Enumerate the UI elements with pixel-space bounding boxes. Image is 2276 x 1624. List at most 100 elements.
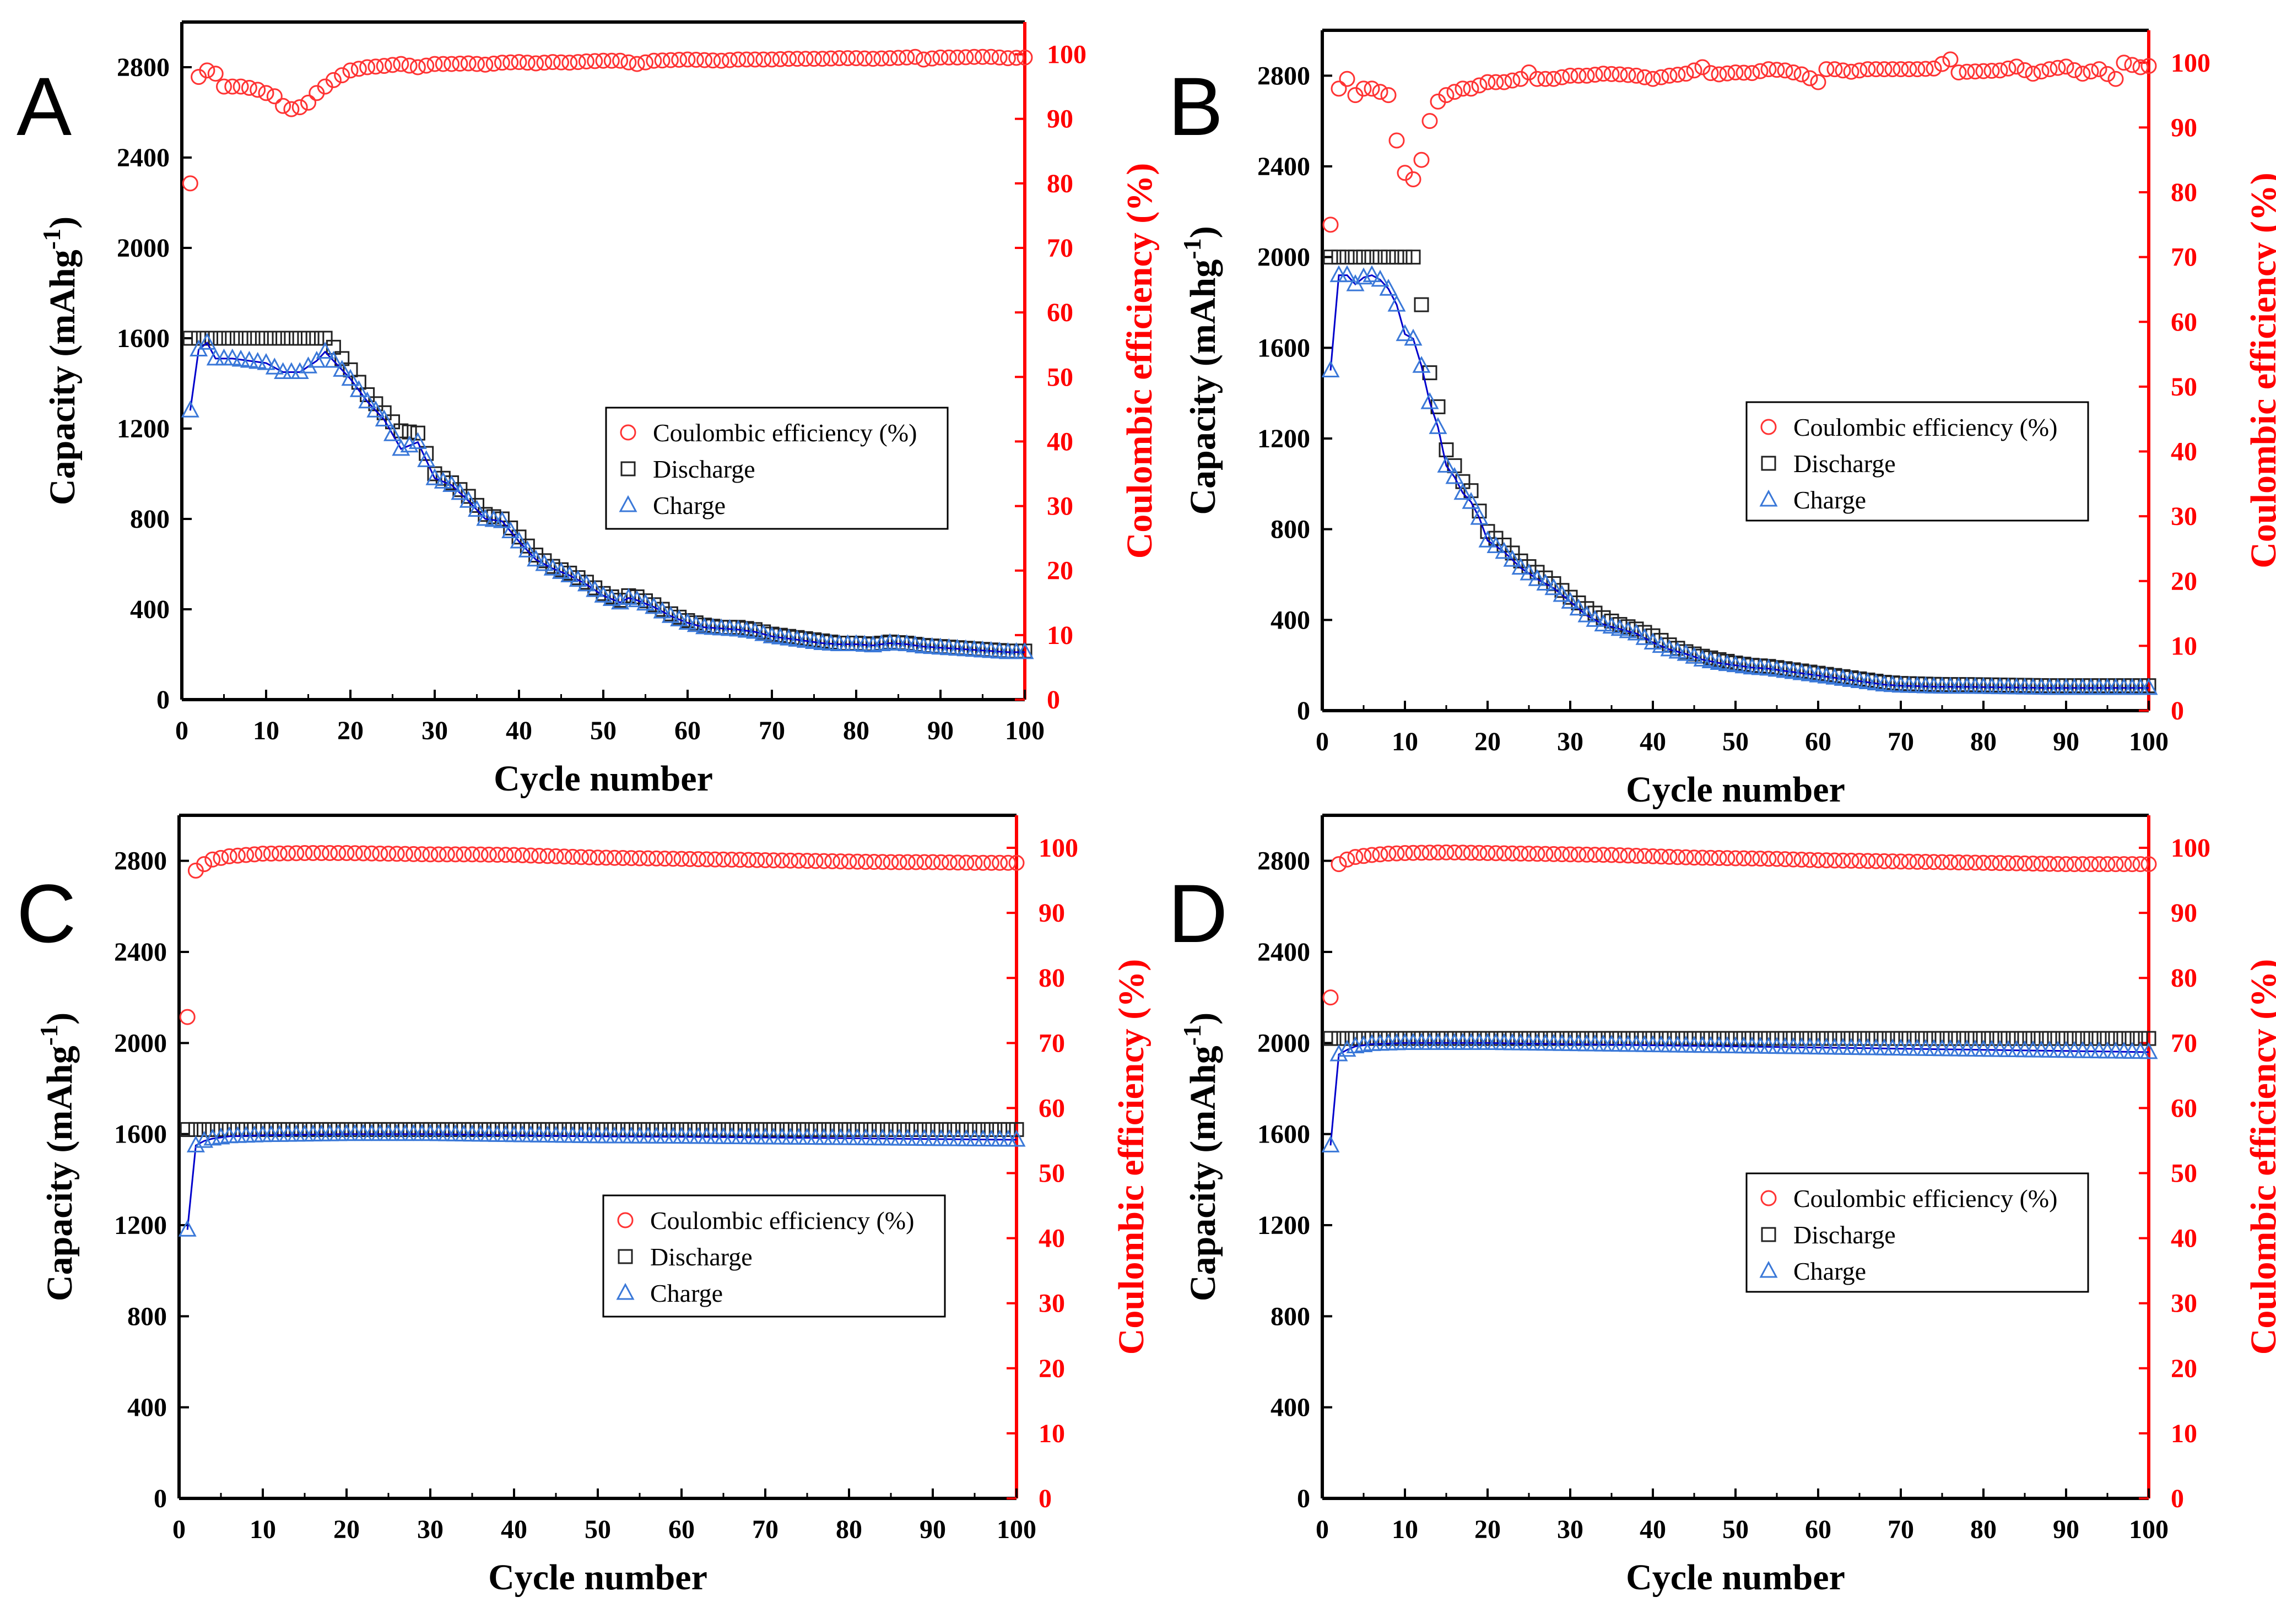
ce-point <box>690 851 706 868</box>
discharge-point <box>205 1122 220 1137</box>
x-tick-label: 70 <box>752 1515 779 1544</box>
ce-point <box>1512 845 1529 862</box>
discharge-point <box>699 1122 715 1137</box>
ce-point <box>1653 848 1669 865</box>
y-tick-label: 2400 <box>117 143 170 172</box>
ce-point <box>1570 67 1587 84</box>
ce-point <box>2091 61 2107 78</box>
charge-point <box>1867 673 1885 691</box>
discharge-point <box>1331 1031 1347 1046</box>
ce-point <box>806 51 822 67</box>
ce-point <box>1736 64 1752 81</box>
charge-point <box>720 619 739 636</box>
ce-point <box>2016 855 2033 871</box>
ce-point <box>999 50 1016 67</box>
ce-point <box>1826 852 1843 869</box>
ce-point <box>2124 57 2140 73</box>
ce-point <box>797 51 814 67</box>
charge-point <box>1569 598 1588 616</box>
charge-point <box>1429 417 1447 434</box>
ce-point <box>393 56 409 72</box>
ce-point <box>548 848 564 864</box>
x-tick-label: 100 <box>1005 716 1045 745</box>
ce-point <box>266 88 283 105</box>
y2-tick-label: 0 <box>2171 696 2184 726</box>
charge-point <box>1759 489 1778 507</box>
x-tick-label: 50 <box>1722 1515 1749 1544</box>
ce-point <box>1322 216 1339 233</box>
ce-point <box>1917 854 1934 870</box>
ce-point <box>849 853 866 870</box>
ce-point <box>519 55 536 71</box>
discharge-point <box>900 1122 915 1137</box>
discharge-point <box>301 331 316 346</box>
ce-point <box>1851 853 1868 869</box>
ce-point <box>1545 71 1562 87</box>
charge-point <box>1462 492 1480 509</box>
x-tick-label: 10 <box>250 1515 276 1544</box>
charge-point <box>965 640 983 657</box>
discharge-point <box>909 1122 924 1137</box>
y-tick-label: 0 <box>1297 1484 1310 1513</box>
ce-point <box>940 49 957 66</box>
charge-point <box>1635 628 1654 645</box>
y2-tick-label: 50 <box>1047 362 1073 392</box>
ce-point <box>671 52 688 68</box>
ce-point <box>765 852 782 869</box>
y2-axis-title: Coulombic efficiency (%) <box>1111 959 1151 1355</box>
ce-point <box>1537 846 1554 862</box>
legend-label: Discharge <box>653 455 755 483</box>
discharge-point <box>618 1249 633 1264</box>
ce-point <box>444 56 460 72</box>
discharge-point <box>1852 1031 1867 1046</box>
charge-point <box>434 472 452 489</box>
ce-point <box>791 852 807 869</box>
x-tick-label: 50 <box>590 716 617 745</box>
x-tick-label: 80 <box>836 1515 862 1544</box>
y-axis-title-superscript: -1 <box>37 229 66 250</box>
ce-point <box>1901 853 1917 870</box>
charge-point <box>678 613 697 630</box>
ce-point <box>807 853 824 869</box>
ce-point <box>2050 856 2066 872</box>
charge-point <box>661 606 680 623</box>
ce-point <box>238 847 255 863</box>
discharge-point <box>967 1122 982 1137</box>
ce-point <box>1463 845 1479 861</box>
charge-point <box>670 609 689 626</box>
y2-tick-label: 0 <box>1047 685 1060 714</box>
ce-point <box>1835 852 1851 869</box>
discharge-point <box>1728 1031 1743 1046</box>
ce-point <box>1835 62 1851 79</box>
ce-point <box>430 846 447 863</box>
charge-point <box>628 590 646 608</box>
charge-point <box>1486 536 1505 554</box>
ce-point <box>1488 845 1504 862</box>
discharge-point <box>427 466 442 481</box>
ce-point <box>662 52 679 68</box>
y-tick-label: 400 <box>127 1393 167 1422</box>
x-tick-label: 100 <box>2129 1515 2169 1544</box>
charge-point <box>1668 641 1687 659</box>
charge-point <box>178 1220 197 1237</box>
ce-point <box>1934 56 1950 72</box>
ce-point <box>992 854 1008 871</box>
panel-d: D0 10 20 30 40 50 60 70 80 90 10004008001200160020… <box>1168 814 2276 1598</box>
ce-point <box>772 51 788 67</box>
ce-point <box>213 849 229 866</box>
charge-point <box>1503 550 1522 567</box>
charge-point <box>1792 663 1811 680</box>
y-axis-title-superscript: -1 <box>1178 238 1206 259</box>
charge-point <box>223 348 242 366</box>
ce-point <box>342 62 359 79</box>
ce-point <box>1736 850 1752 867</box>
ce-point <box>866 854 883 870</box>
ce-point <box>1504 845 1521 862</box>
ce-point <box>2033 63 2050 80</box>
ce-point <box>553 54 569 71</box>
x-tick-label: 40 <box>501 1515 527 1544</box>
ce-point <box>781 51 797 67</box>
ce-point <box>2124 856 2140 873</box>
ce-point <box>1950 64 1967 80</box>
